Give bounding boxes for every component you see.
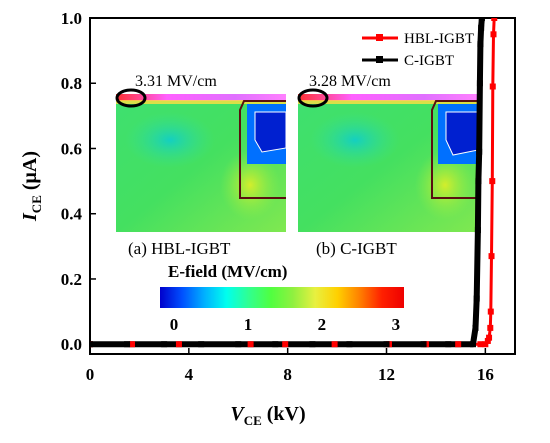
x-tick-label: 4	[185, 365, 194, 384]
data-point	[489, 83, 496, 90]
data-point	[490, 31, 497, 38]
x-tick-label: 12	[378, 365, 395, 384]
colorbar-tick-label: 0	[170, 315, 179, 334]
data-point	[477, 41, 484, 48]
data-point	[175, 341, 182, 348]
y-tick-label: 0.6	[61, 139, 82, 158]
x-axis-ticks: 0 4 8 12 16	[86, 348, 494, 384]
data-point	[488, 253, 495, 260]
inset-caption-a: (a) HBL-IGBT	[128, 239, 231, 258]
inset-b	[297, 88, 479, 232]
peak-marker-b	[297, 88, 329, 108]
colorbar-tick-label: 2	[318, 315, 327, 334]
data-point	[124, 341, 131, 348]
data-point	[346, 341, 353, 348]
data-point	[475, 178, 482, 185]
legend-label-c: C-IGBT	[404, 53, 454, 69]
colorbar-ticks: 0 1 2 3	[170, 315, 400, 334]
data-point	[487, 308, 494, 315]
y-tick-label: 1.0	[61, 9, 82, 28]
data-point	[455, 341, 462, 348]
y-tick-label: 0.0	[61, 335, 82, 354]
data-point	[445, 341, 452, 348]
data-point	[489, 178, 496, 185]
data-point	[487, 324, 494, 331]
data-point	[476, 80, 483, 87]
data-point	[272, 341, 279, 348]
series-layer	[90, 18, 498, 348]
data-point	[478, 18, 485, 21]
data-point	[477, 341, 484, 348]
y-tick-label: 0.2	[61, 270, 82, 289]
data-point	[309, 341, 316, 348]
y-tick-label: 0.8	[61, 74, 82, 93]
data-point	[129, 341, 136, 348]
y-tick-label: 0.4	[61, 205, 83, 224]
data-point	[247, 341, 254, 348]
inset-caption-b: (b) C-IGBT	[316, 239, 397, 258]
peak-label-b: 3.28 MV/cm	[309, 73, 391, 90]
x-tick-label: 8	[283, 365, 292, 384]
legend: HBL-IGBT C-IGBT	[362, 31, 474, 69]
data-point	[90, 341, 93, 348]
data-point	[161, 341, 168, 348]
legend-label-hbl: HBL-IGBT	[404, 31, 474, 47]
data-point	[486, 334, 493, 341]
data-point	[476, 148, 483, 155]
colorbar: E-field (MV/cm) 0 1 2 3	[160, 262, 404, 334]
data-point	[478, 24, 485, 31]
x-tick-label: 16	[477, 365, 494, 384]
colorbar-tick-label: 1	[244, 315, 253, 334]
data-point	[484, 337, 491, 344]
data-point	[472, 324, 479, 331]
colorbar-title: E-field (MV/cm)	[168, 262, 287, 281]
peak-marker-a	[115, 88, 147, 108]
colorbar-tick-label: 3	[392, 315, 401, 334]
x-axis-label: VCE (kV)	[230, 403, 305, 428]
y-axis-label: ICE (μA)	[19, 151, 44, 222]
data-point	[282, 341, 289, 348]
peak-label-a: 3.31 MV/cm	[135, 73, 217, 90]
data-point	[235, 341, 242, 348]
data-point	[474, 227, 481, 234]
data-point	[473, 295, 480, 302]
plot-area	[89, 17, 516, 355]
x-tick-label: 0	[86, 365, 95, 384]
data-point	[482, 341, 489, 348]
data-point	[491, 18, 498, 21]
inset-a	[115, 88, 287, 232]
data-point	[383, 341, 390, 348]
data-point	[331, 341, 338, 348]
colorbar-bar	[160, 287, 404, 308]
data-point	[420, 341, 427, 348]
data-point	[469, 341, 476, 348]
y-axis-ticks: 0.0 0.2 0.4 0.6 0.8 1.0	[61, 9, 96, 354]
data-point	[198, 341, 205, 348]
